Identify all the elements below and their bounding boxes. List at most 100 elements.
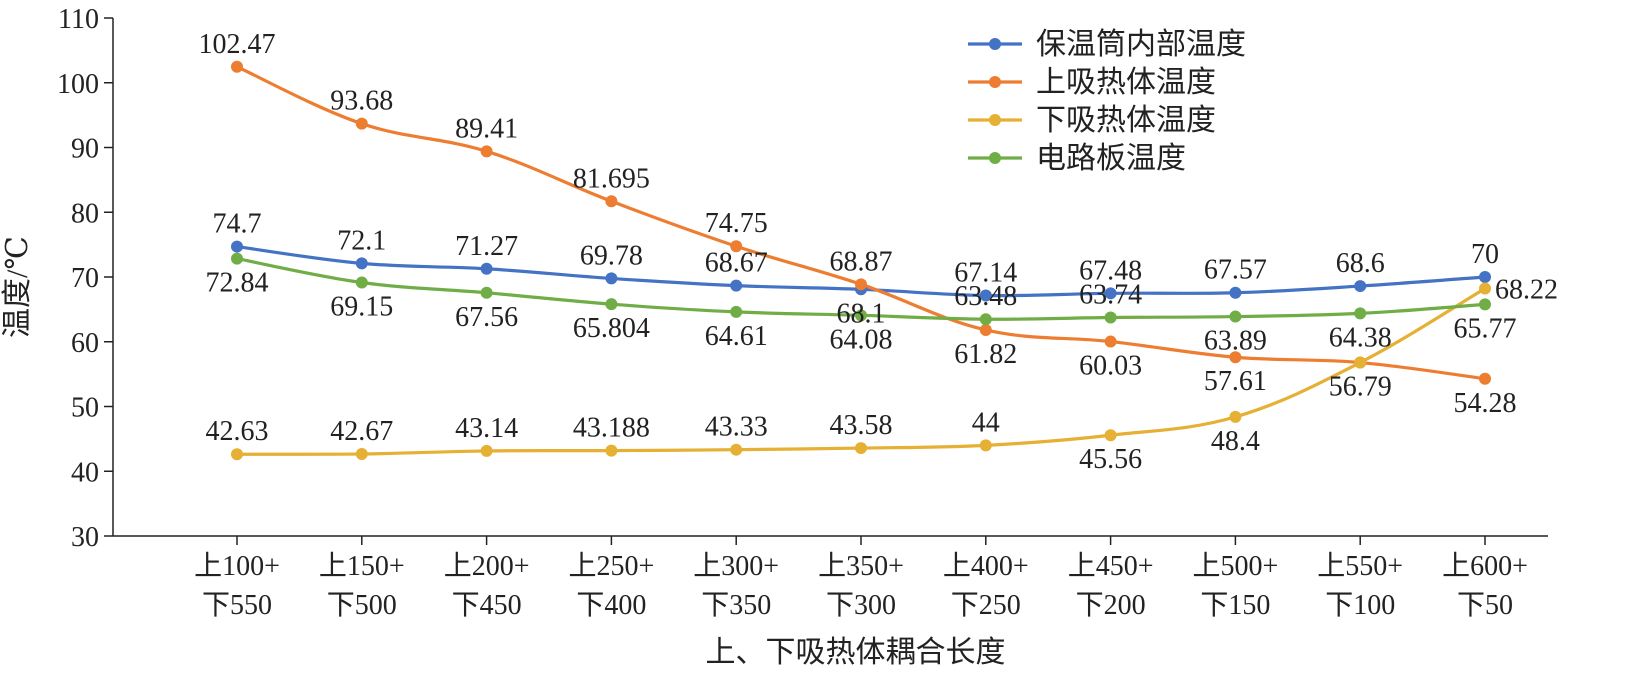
y-tick-label: 100 (57, 69, 99, 100)
data-point (855, 309, 867, 322)
data-label: 43.33 (705, 412, 768, 443)
y-tick-label: 80 (71, 198, 99, 229)
data-point (979, 439, 992, 452)
x-tick-label: 下250 (951, 590, 1021, 621)
data-point (730, 240, 743, 253)
data-point (1104, 311, 1117, 324)
data-labels: 74.7 72.1 71.27 69.78 68.67 68.1 67.14 67.48 67.… (199, 29, 1559, 475)
data-label: 54.28 (1454, 388, 1517, 419)
x-tick-label: 下550 (202, 590, 272, 621)
data-point (1479, 282, 1491, 295)
data-label: 57.61 (1204, 366, 1267, 397)
data-label: 70 (1471, 239, 1499, 270)
data-label: 44 (972, 407, 1000, 438)
data-label: 68.1 (837, 298, 886, 329)
data-point (605, 444, 618, 457)
legend-label: 保温筒内部温度 (1036, 28, 1246, 61)
data-label: 81.695 (573, 163, 650, 194)
data-point (855, 278, 867, 291)
legend-label: 下吸热体温度 (1036, 104, 1216, 137)
data-point (855, 442, 867, 455)
legend-label: 电路板温度 (1036, 142, 1186, 175)
x-tick-label: 下500 (327, 590, 397, 621)
x-tick-label: 下150 (1200, 590, 1270, 621)
data-label: 68.6 (1336, 248, 1385, 279)
data-point (1104, 335, 1117, 348)
x-tick-label: 下50 (1457, 590, 1513, 621)
data-label: 102.47 (199, 29, 276, 60)
data-point (1479, 372, 1491, 385)
data-point (1479, 271, 1491, 283)
x-tick-label: 上200+ (444, 551, 530, 582)
data-label: 42.67 (330, 416, 393, 447)
data-label: 65.804 (573, 313, 650, 344)
x-tick-label: 上150+ (319, 551, 405, 582)
legend-marker (989, 76, 1001, 88)
data-label: 74.7 (213, 209, 262, 240)
data-label: 43.58 (830, 410, 893, 441)
x-tick-label: 下200 (1076, 590, 1146, 621)
data-label: 64.08 (830, 324, 893, 355)
data-label: 48.4 (1211, 426, 1260, 457)
data-point (231, 240, 243, 253)
data-point (480, 262, 493, 275)
legend-marker (989, 152, 1001, 164)
x-tick-label: 上550+ (1317, 551, 1403, 582)
data-label: 68.67 (705, 248, 768, 279)
data-point (1229, 351, 1242, 364)
data-label: 68.87 (830, 246, 893, 277)
data-label: 61.82 (954, 339, 1017, 370)
legend-marker (989, 38, 1001, 50)
data-label: 63.48 (954, 281, 1017, 312)
axes: 30 40 50 60 70 80 90 100 110 上100+ 下550 上150+ 下500 上2… (57, 4, 1548, 621)
data-label: 64.38 (1329, 322, 1392, 353)
data-point (1104, 429, 1117, 442)
data-point (480, 286, 493, 299)
data-label: 67.14 (954, 258, 1017, 289)
x-axis-title: 上、下吸热体耦合长度 (706, 636, 1006, 669)
data-label: 71.27 (455, 231, 518, 262)
x-tick-label: 下350 (701, 590, 771, 621)
y-tick-label: 30 (71, 522, 99, 553)
y-tick-label: 50 (71, 393, 99, 424)
data-label: 43.188 (573, 413, 650, 444)
data-point (1354, 356, 1367, 369)
data-label: 69.15 (330, 292, 393, 323)
data-label: 67.48 (1079, 255, 1142, 286)
x-tick-label: 下450 (452, 590, 522, 621)
data-point (1229, 310, 1242, 323)
x-tick-label: 上350+ (818, 551, 904, 582)
data-point (1104, 287, 1117, 300)
data-label: 65.77 (1454, 313, 1517, 344)
x-tick-label: 上600+ (1442, 551, 1528, 582)
x-tick-label: 上450+ (1068, 551, 1154, 582)
series-points (231, 60, 1491, 461)
data-label: 63.74 (1079, 280, 1142, 311)
data-point (355, 257, 368, 270)
legend-label: 上吸热体温度 (1036, 66, 1216, 99)
data-point (1229, 286, 1242, 299)
data-point (355, 276, 368, 289)
data-point (605, 195, 618, 208)
data-point (730, 305, 743, 318)
legend-marker (989, 114, 1001, 126)
data-label: 68.22 (1495, 275, 1558, 306)
data-label: 60.03 (1079, 351, 1142, 382)
data-label: 69.78 (580, 240, 643, 271)
data-label: 72.1 (337, 225, 386, 256)
data-point (979, 289, 992, 302)
x-tick-label: 下400 (576, 590, 646, 621)
y-tick-label: 90 (71, 134, 99, 165)
x-tick-label: 下300 (826, 590, 896, 621)
data-point (605, 272, 618, 285)
data-label: 74.75 (705, 208, 768, 239)
data-label: 67.57 (1204, 255, 1267, 286)
data-label: 43.14 (455, 413, 518, 444)
x-tick-label: 上400+ (943, 551, 1029, 582)
data-point (730, 443, 743, 456)
data-point (480, 444, 493, 457)
data-point (231, 60, 243, 73)
x-tick-label: 下100 (1325, 590, 1395, 621)
x-tick-label: 上300+ (693, 551, 779, 582)
